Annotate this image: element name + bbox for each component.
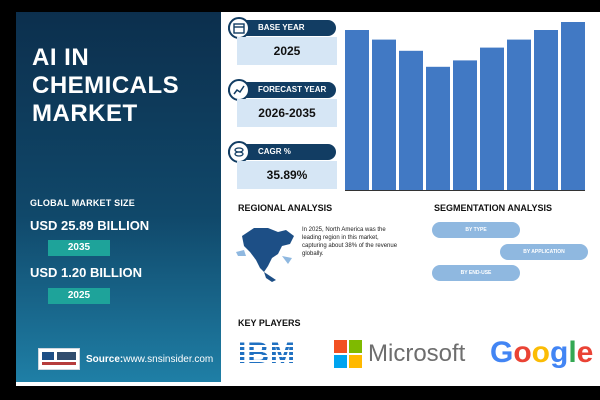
forecast-year-label: FORECAST YEAR bbox=[228, 82, 336, 98]
source-text: Source:www.snsinsider.com bbox=[86, 353, 214, 365]
coins-icon bbox=[228, 141, 250, 163]
chart-bar bbox=[345, 30, 369, 190]
market-year-2035: 2035 bbox=[48, 240, 110, 256]
chart-bar bbox=[372, 39, 396, 190]
market-bar-chart bbox=[345, 22, 585, 191]
north-america-map-icon bbox=[236, 228, 294, 282]
cagr-value: 35.89% bbox=[237, 161, 337, 189]
key-players-heading: KEY PLAYERS bbox=[238, 318, 301, 328]
page-title: AI IN CHEMICALS MARKET bbox=[32, 44, 180, 127]
chart-bar bbox=[453, 60, 477, 191]
market-value-2035: USD 25.89 BILLION bbox=[30, 218, 150, 233]
segment-by-type: BY TYPE bbox=[432, 222, 520, 238]
chart-bar bbox=[480, 47, 504, 190]
microsoft-squares-icon bbox=[334, 340, 362, 368]
regional-heading: REGIONAL ANALYSIS bbox=[238, 203, 333, 213]
market-year-2025: 2025 bbox=[48, 288, 110, 304]
chart-bar bbox=[507, 39, 531, 190]
google-logo: Google bbox=[490, 336, 594, 369]
ibm-logo: IBM bbox=[238, 337, 296, 370]
segment-by-application: BY APPLICATION bbox=[500, 244, 588, 260]
growth-chart-icon bbox=[228, 79, 250, 101]
chart-bar bbox=[561, 22, 585, 190]
regional-text: In 2025, North America was the leading r… bbox=[302, 227, 398, 257]
chart-bar bbox=[534, 30, 558, 190]
microsoft-wordmark: Microsoft bbox=[368, 340, 466, 367]
segmentation-heading: SEGMENTATION ANALYSIS bbox=[434, 203, 553, 213]
cagr-label: CAGR % bbox=[228, 144, 336, 160]
source-block: Source:www.snsinsider.com bbox=[38, 348, 213, 370]
sns-insider-logo bbox=[38, 348, 80, 370]
left-panel: AI IN CHEMICALS MARKET GLOBAL MARKET SIZ… bbox=[16, 12, 221, 382]
base-year-label: BASE YEAR bbox=[228, 20, 336, 36]
chart-bar bbox=[426, 66, 450, 190]
microsoft-logo: Microsoft bbox=[334, 340, 465, 368]
market-value-2025: USD 1.20 BILLION bbox=[30, 265, 142, 280]
forecast-year-value: 2026-2035 bbox=[237, 99, 337, 127]
calendar-icon bbox=[228, 17, 250, 39]
market-size-label: GLOBAL MARKET SIZE bbox=[30, 198, 135, 208]
segment-by-end-use: BY END-USE bbox=[432, 265, 520, 281]
source-url: www.snsinsider.com bbox=[123, 353, 214, 365]
base-year-value: 2025 bbox=[237, 37, 337, 65]
chart-bar bbox=[399, 50, 423, 190]
